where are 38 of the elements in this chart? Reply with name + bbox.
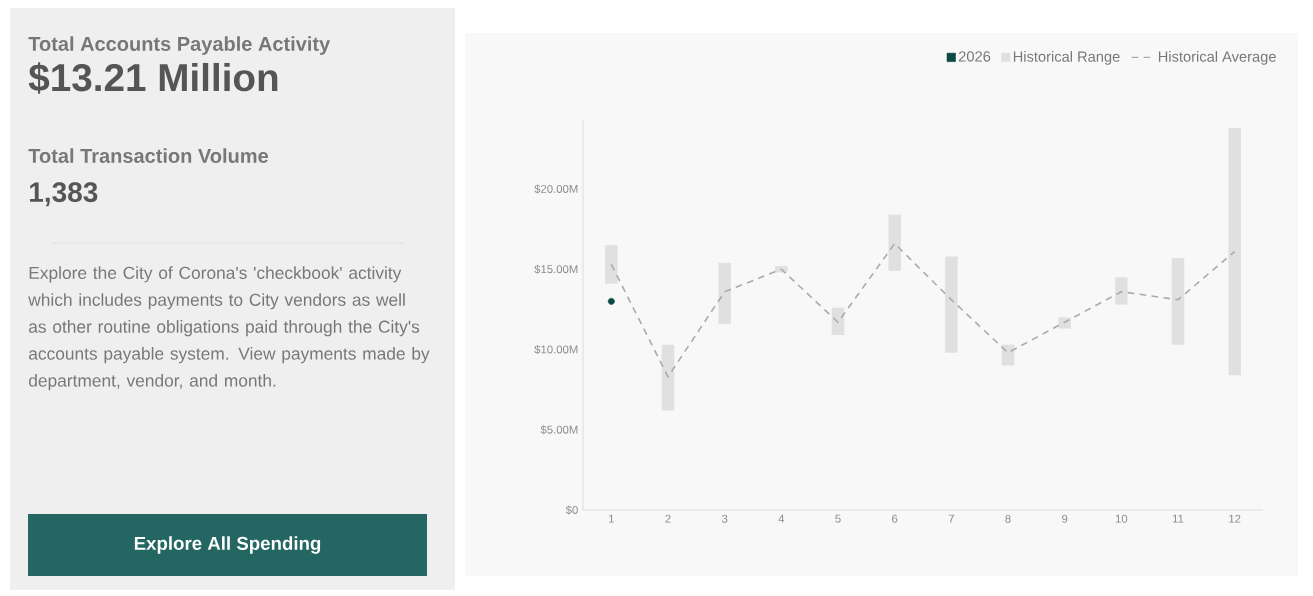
legend-label: Historical Range <box>1013 51 1120 65</box>
text: Total Accounts Payable Activity <box>28 36 331 55</box>
bar <box>1115 277 1128 305</box>
text: Total Transaction Volume <box>28 148 269 163</box>
x-tick-label: 10 <box>1115 514 1128 523</box>
x-tick-label: 9 <box>1062 514 1068 523</box>
y-tick-label: $10.00M <box>534 344 578 355</box>
x-tick-label: 1 <box>609 514 614 523</box>
x-tick-label: 3 <box>721 514 728 523</box>
y-tick-label: $5.00M <box>540 425 578 435</box>
y-tick-label: $20.00M <box>534 184 578 194</box>
x-tick-label: 7 <box>948 514 954 523</box>
legend-label: Historical Average <box>1158 51 1276 65</box>
line-series <box>610 242 1236 378</box>
x-tick-label: 4 <box>778 514 785 523</box>
bar <box>831 307 845 336</box>
bar <box>1058 317 1071 329</box>
x-tick-label: 8 <box>1005 514 1011 523</box>
bar <box>1001 344 1015 366</box>
x-tick-label: 6 <box>892 514 898 523</box>
x-tick-label: 11 <box>1172 514 1184 523</box>
text: $13.21 Million <box>28 62 278 94</box>
bar <box>945 256 958 353</box>
bar <box>661 344 675 411</box>
text: Explore the City of Corona's 'checkbook' activity which includes payments to City vendors as well as other routine obligations paid through the City's accounts payable system. View payments made by department, vendor, and month. <box>28 266 430 391</box>
bar <box>1228 128 1241 376</box>
legend-label: 2026 <box>958 51 991 62</box>
x-tick-label: 2 <box>665 514 671 523</box>
y-tick-label: $15.00M <box>534 264 578 274</box>
bar <box>605 245 618 284</box>
bar <box>1171 258 1185 345</box>
text: 1,383 <box>30 182 98 207</box>
text: Explore All Spending <box>134 536 321 554</box>
bar <box>718 262 731 324</box>
x-tick-label: 12 <box>1229 514 1241 523</box>
y-tick-label: $0 <box>565 505 578 515</box>
bar <box>888 214 901 271</box>
x-tick-label: 5 <box>835 514 841 523</box>
